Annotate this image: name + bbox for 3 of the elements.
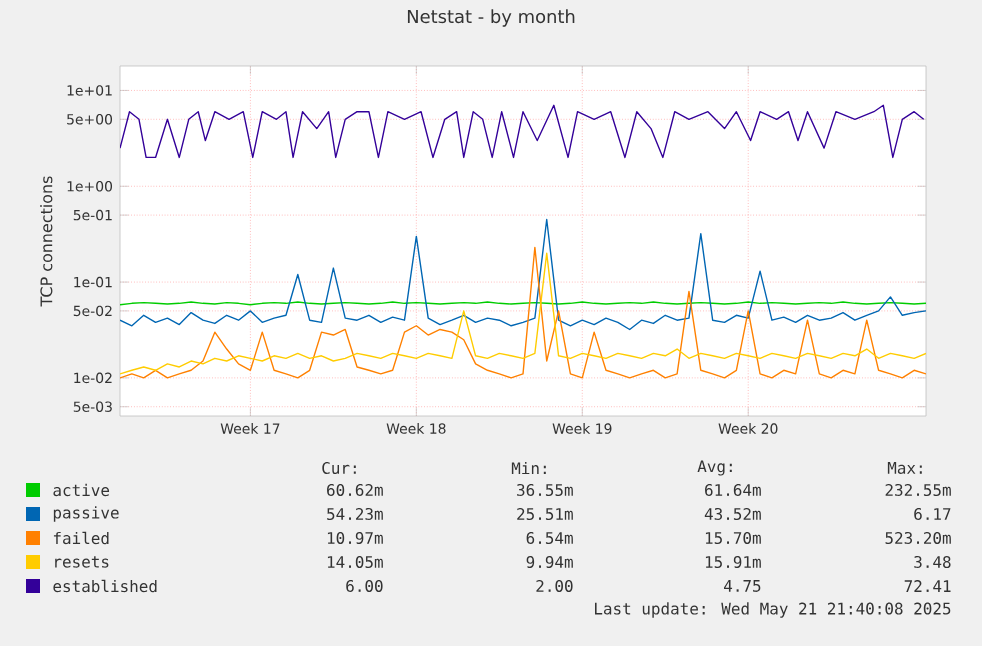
- chart-title: Netstat - by month: [407, 9, 575, 27]
- line-series: [120, 104, 925, 159]
- line-series: [120, 218, 927, 331]
